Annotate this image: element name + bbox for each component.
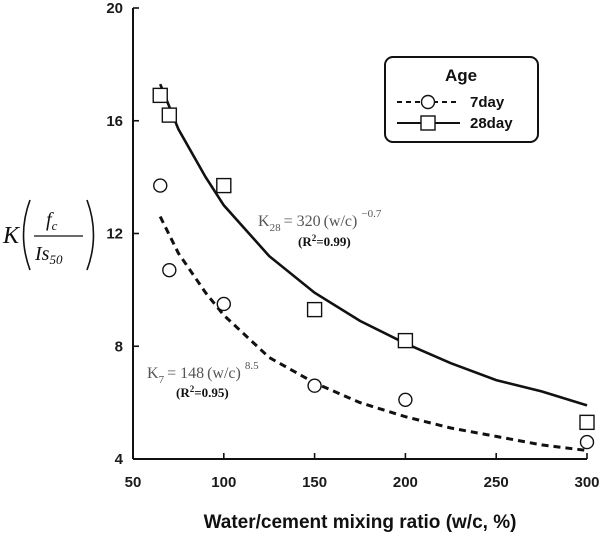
eq7-wc: (w/c): [207, 365, 241, 382]
eq7-exp: 8.5: [245, 360, 259, 372]
point-7day: [216, 296, 232, 312]
equation-k7: K7 = 148 (w/c) 8.5 (R2=0.95): [147, 360, 259, 400]
legend-title: Age: [445, 66, 477, 85]
legend-28day-label: 28day: [470, 115, 513, 132]
eq28-expr: = 320: [284, 213, 321, 230]
y-tick-label: 16: [106, 113, 123, 130]
eq7-r2-prefix: (R: [176, 385, 190, 400]
x-tick-label: 200: [393, 474, 418, 491]
legend-28day-marker: [420, 115, 436, 131]
eq28-sub: 28: [270, 222, 282, 234]
y-axis-label: K fc Is50: [2, 199, 95, 271]
point-7day: [579, 434, 595, 450]
y-tick-label: 4: [115, 451, 124, 468]
point-7day: [153, 178, 168, 193]
legend-7day-label: 7day: [470, 94, 505, 111]
point-28day: [397, 332, 414, 349]
point-28day: [579, 414, 595, 431]
eq7-r2-sup: 2: [190, 384, 195, 394]
fit-curve-28day: [158, 83, 588, 407]
point-28day: [306, 301, 323, 318]
svg-text:(R2=0.95): (R2=0.95): [176, 384, 229, 400]
eq28-r2-value: =0.99): [316, 234, 351, 249]
x-axis-label: Water/cement mixing ratio (w/c, %): [204, 512, 517, 533]
data-points: [152, 87, 595, 450]
ylabel-fc: fc: [46, 209, 58, 233]
ylabel-is: Is50: [34, 243, 63, 267]
ylabel-fc-sub: c: [52, 218, 58, 233]
point-28day: [152, 87, 168, 104]
point-28day: [161, 107, 178, 123]
eq7-k: K: [147, 365, 159, 382]
x-tick-label: 300: [574, 474, 599, 491]
equation-k28: K28 = 320 (w/c) −0.7 (R2=0.99): [258, 208, 382, 249]
point-7day: [162, 262, 177, 278]
ylabel-left-paren: [22, 199, 31, 271]
x-ticks: 50 100 150 200 250 300: [125, 453, 600, 491]
eq7-r2-value: =0.95): [194, 385, 229, 400]
legend-7day-marker: [420, 94, 436, 110]
y-ticks: 4 8 12 16 20: [106, 0, 139, 468]
x-tick-label: 50: [125, 474, 142, 491]
eq28-exp: −0.7: [361, 208, 381, 220]
y-tick-label: 8: [115, 338, 123, 355]
y-tick-label: 20: [106, 0, 123, 17]
ylabel-is-sub: 50: [49, 252, 63, 267]
ylabel-is-main: Is: [34, 243, 50, 265]
y-tick-label: 12: [106, 226, 123, 243]
svg-text:K28= 320(w/c)−0.7: K28 = 320 (w/c) −0.7: [258, 208, 382, 234]
ylabel-right-paren: [86, 199, 95, 271]
ylabel-fc-main: f: [46, 209, 54, 231]
point-7day: [307, 378, 322, 393]
eq7-sub: 7: [159, 374, 165, 386]
fit-curves: [158, 83, 588, 452]
eq28-r2-prefix: (R: [298, 234, 312, 249]
svg-text:K7= 148(w/c)8.5: K7 = 148 (w/c) 8.5: [147, 360, 259, 386]
fit-curve-7day: [158, 215, 588, 452]
x-tick-label: 100: [211, 474, 236, 491]
point-28day: [216, 177, 232, 194]
x-tick-label: 150: [302, 474, 327, 491]
eq28-wc: (w/c): [324, 213, 358, 230]
eq7-expr: = 148: [167, 365, 204, 382]
eq28-k: K: [258, 213, 270, 230]
legend: Age 7day 28day: [384, 56, 539, 143]
eq28-r2-sup: 2: [312, 233, 317, 243]
ylabel-k: K: [2, 223, 21, 249]
x-tick-label: 250: [484, 474, 509, 491]
point-7day: [398, 392, 413, 408]
svg-text:(R2=0.99): (R2=0.99): [298, 233, 351, 249]
